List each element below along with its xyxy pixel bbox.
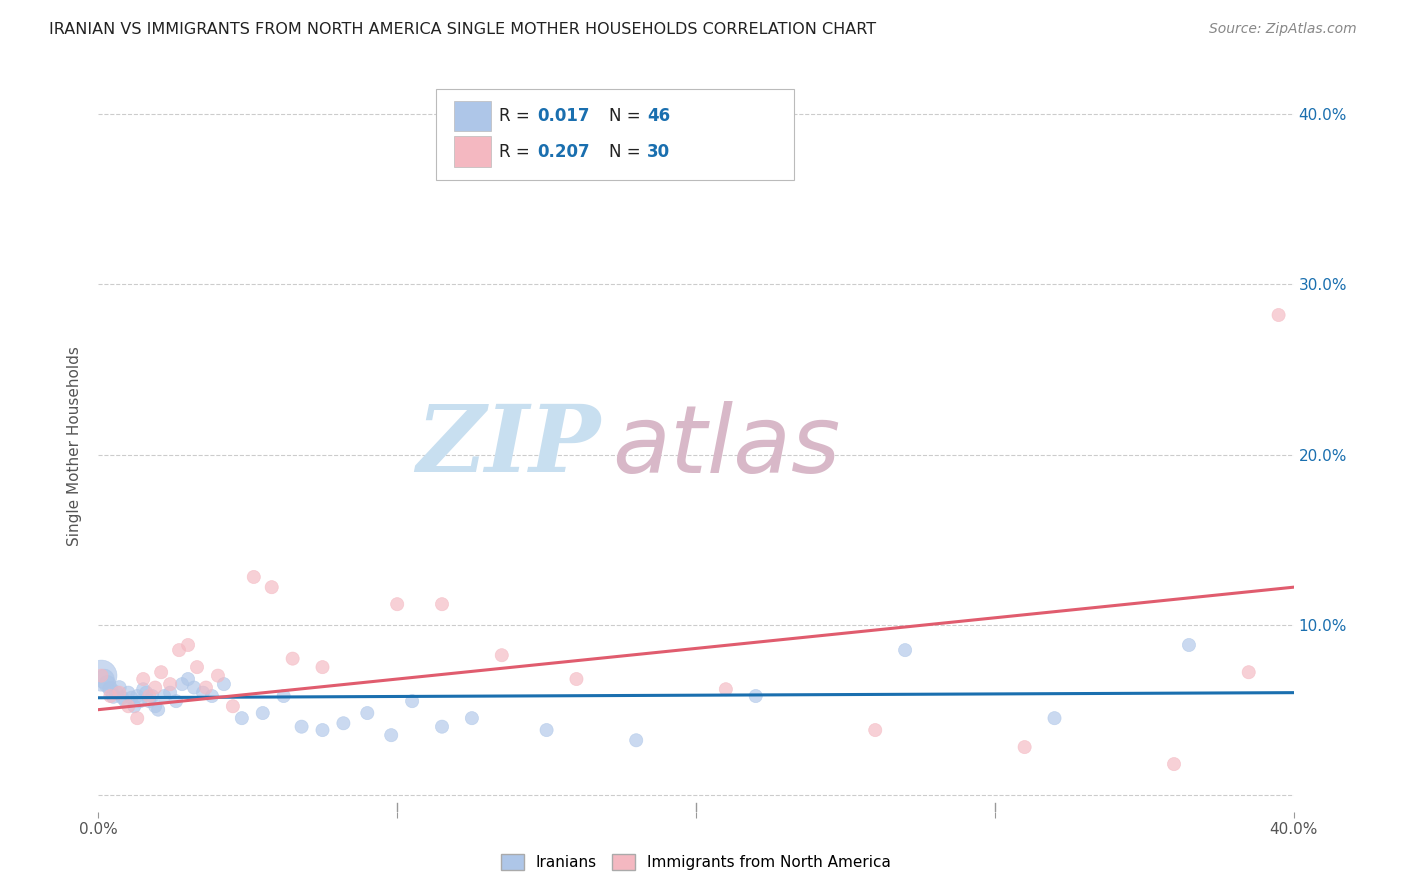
- Point: [745, 689, 768, 703]
- Point: [430, 720, 453, 734]
- Point: [273, 689, 295, 703]
- Point: [894, 643, 917, 657]
- Point: [108, 681, 131, 695]
- Point: [172, 677, 194, 691]
- Point: [865, 723, 887, 737]
- Point: [430, 597, 453, 611]
- Point: [98, 682, 122, 697]
- Point: [177, 638, 200, 652]
- Text: R =: R =: [499, 107, 536, 125]
- Point: [143, 699, 166, 714]
- Point: [491, 648, 513, 663]
- Point: [243, 570, 266, 584]
- Point: [311, 660, 333, 674]
- Point: [120, 690, 142, 705]
- Point: [311, 723, 333, 737]
- Text: 0.207: 0.207: [537, 143, 589, 161]
- Point: [105, 686, 128, 700]
- Legend: Iranians, Immigrants from North America: Iranians, Immigrants from North America: [501, 854, 891, 870]
- Point: [132, 682, 155, 697]
- Point: [1267, 308, 1289, 322]
- Point: [1163, 757, 1185, 772]
- Point: [231, 711, 253, 725]
- Text: atlas: atlas: [613, 401, 841, 491]
- Point: [536, 723, 558, 737]
- Point: [1014, 740, 1036, 755]
- Point: [165, 694, 187, 708]
- Point: [167, 643, 190, 657]
- Text: 0.017: 0.017: [537, 107, 589, 125]
- Point: [148, 703, 170, 717]
- Point: [177, 672, 200, 686]
- Text: N =: N =: [609, 143, 645, 161]
- Point: [141, 689, 163, 703]
- Point: [90, 668, 112, 682]
- Point: [291, 720, 314, 734]
- Point: [1043, 711, 1066, 725]
- Point: [461, 711, 484, 725]
- Point: [138, 694, 160, 708]
- Y-axis label: Single Mother Households: Single Mother Households: [67, 346, 83, 546]
- Point: [129, 694, 152, 708]
- Text: N =: N =: [609, 107, 645, 125]
- Point: [143, 681, 166, 695]
- Point: [108, 686, 131, 700]
- Point: [124, 699, 146, 714]
- Point: [385, 597, 409, 611]
- Point: [186, 660, 208, 674]
- Text: ZIP: ZIP: [416, 401, 600, 491]
- Point: [127, 711, 149, 725]
- Point: [183, 681, 205, 695]
- Point: [714, 682, 737, 697]
- Text: Source: ZipAtlas.com: Source: ZipAtlas.com: [1209, 22, 1357, 37]
- Point: [159, 677, 181, 691]
- Point: [103, 689, 125, 703]
- Point: [132, 672, 155, 686]
- Text: 30: 30: [647, 143, 669, 161]
- Text: 46: 46: [647, 107, 669, 125]
- Point: [380, 728, 402, 742]
- Point: [90, 668, 112, 682]
- Point: [332, 716, 354, 731]
- Point: [138, 689, 160, 703]
- Point: [111, 690, 134, 705]
- Point: [1178, 638, 1201, 652]
- Point: [98, 689, 122, 703]
- Point: [1237, 665, 1260, 680]
- Point: [626, 733, 648, 747]
- Point: [127, 689, 149, 703]
- Point: [93, 672, 115, 686]
- Point: [117, 699, 139, 714]
- Point: [207, 668, 229, 682]
- Point: [153, 689, 176, 703]
- Point: [401, 694, 423, 708]
- Point: [195, 681, 218, 695]
- Point: [114, 694, 136, 708]
- Point: [281, 651, 304, 665]
- Point: [135, 686, 157, 700]
- Point: [117, 686, 139, 700]
- Point: [150, 665, 173, 680]
- Point: [222, 699, 245, 714]
- Point: [159, 686, 181, 700]
- Point: [212, 677, 235, 691]
- Point: [260, 580, 283, 594]
- Point: [356, 706, 378, 720]
- Point: [96, 677, 118, 691]
- Point: [252, 706, 274, 720]
- Point: [191, 686, 214, 700]
- Text: IRANIAN VS IMMIGRANTS FROM NORTH AMERICA SINGLE MOTHER HOUSEHOLDS CORRELATION CH: IRANIAN VS IMMIGRANTS FROM NORTH AMERICA…: [49, 22, 876, 37]
- Text: R =: R =: [499, 143, 536, 161]
- Point: [201, 689, 224, 703]
- Point: [565, 672, 588, 686]
